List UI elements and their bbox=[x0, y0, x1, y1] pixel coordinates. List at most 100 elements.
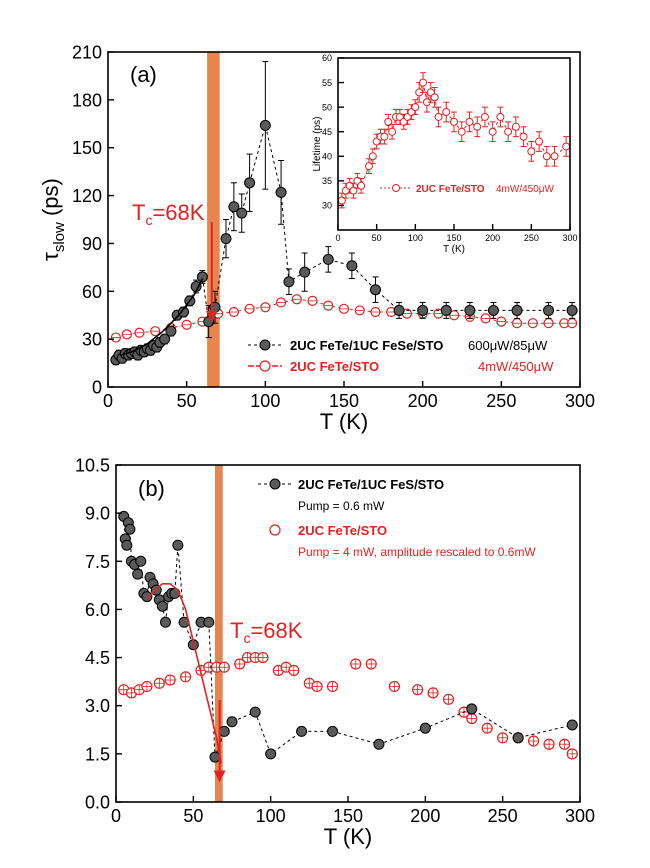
legend-note-b-2: Pump = 4 mW, amplitude rescaled to 0.6mW bbox=[298, 545, 536, 559]
fit-curve-a bbox=[120, 278, 204, 356]
inset-data-point bbox=[550, 152, 559, 161]
a-ytick-label: 150 bbox=[72, 138, 102, 158]
data-point-fete-fes-sto bbox=[512, 732, 524, 744]
data-point-fete-fese-sto bbox=[244, 177, 256, 189]
legend-marker-a-2 bbox=[259, 360, 271, 372]
inset-data-point bbox=[349, 186, 358, 195]
data-point-fete-fes-sto bbox=[419, 722, 431, 734]
plot-frame-b bbox=[115, 464, 581, 803]
inset-data-point bbox=[473, 122, 482, 131]
a-ytick-label: 60 bbox=[82, 282, 102, 302]
tc-annotation-a: Tc=68K bbox=[132, 200, 205, 228]
b-ytick-label: 4.5 bbox=[85, 648, 110, 668]
data-point-fete-fese-sto bbox=[220, 233, 232, 245]
panel-label-b: (b) bbox=[138, 476, 165, 501]
y-axis-label-a-unit: (ps) bbox=[38, 178, 63, 222]
inset-data-point bbox=[457, 127, 466, 136]
a-ytick-label: 90 bbox=[82, 234, 102, 254]
data-point-fete-fes-sto bbox=[327, 725, 339, 737]
data-point-fete-fese-sto bbox=[236, 207, 248, 219]
data-point-fete-fes-sto bbox=[172, 539, 184, 551]
legend-power-a-2: 4mW/450μW bbox=[478, 359, 554, 374]
inset-data-point bbox=[504, 127, 513, 136]
inset-ytick-label: 45 bbox=[322, 127, 332, 137]
legend-label-b-2: 2UC FeTe/STO bbox=[298, 523, 387, 538]
data-point-fete-fese-sto bbox=[259, 119, 271, 131]
inset-data-point bbox=[364, 162, 373, 171]
data-point-fete-fese-sto bbox=[543, 304, 555, 316]
tc-annotation-b: Tc=68K bbox=[230, 618, 303, 646]
inset-ytick-label: 40 bbox=[322, 152, 332, 162]
inset-data-point bbox=[519, 132, 528, 141]
inset-x-axis-label: T (K) bbox=[443, 244, 465, 255]
data-point-fete-fes-sto bbox=[209, 751, 221, 763]
data-point-fete-fese-sto bbox=[165, 325, 177, 337]
inset-data-point bbox=[430, 93, 439, 102]
data-point-fete-fes-sto bbox=[226, 716, 238, 728]
b-xtick-label: 50 bbox=[183, 806, 203, 826]
inset-data-point bbox=[511, 122, 520, 131]
inset-background bbox=[338, 58, 570, 230]
b-xtick-label: 100 bbox=[256, 806, 286, 826]
inset-data-point bbox=[562, 142, 571, 151]
tc-annotation-b-value: =68K bbox=[250, 618, 302, 643]
inset-ytick-label: 50 bbox=[322, 102, 332, 112]
b-ytick-label: 3.0 bbox=[85, 696, 110, 716]
inset-y-axis-label: Lifetime (ps) bbox=[312, 116, 323, 171]
legend-label-a-2: 2UC FeTe/STO bbox=[290, 359, 379, 374]
data-point-fete-fese-sto bbox=[196, 271, 208, 283]
inset-xtick-label: 150 bbox=[446, 233, 461, 243]
data-point-fete-fes-sto bbox=[296, 725, 308, 737]
data-point-fete-fes-sto bbox=[265, 748, 277, 760]
inset-legend-marker bbox=[392, 184, 400, 192]
inset-data-point bbox=[388, 127, 397, 136]
data-point-fete-fes-sto bbox=[156, 600, 168, 612]
inset-legend-label: 2UC FeTe/STO bbox=[416, 184, 485, 195]
inset-data-point bbox=[527, 147, 536, 156]
data-point-fete-fese-sto bbox=[283, 276, 295, 288]
data-point-fete-fes-sto bbox=[132, 568, 144, 580]
data-point-fete-fese-sto bbox=[464, 304, 476, 316]
legend-marker-b-2 bbox=[269, 524, 281, 536]
inset-data-point bbox=[380, 132, 389, 141]
inset-data-point bbox=[488, 127, 497, 136]
tc-annotation-b-sub: c bbox=[243, 630, 250, 646]
legend-label-a-1: 2UC FeTe/1UC FeSe/STO bbox=[290, 338, 443, 353]
b-ytick-label: 1.5 bbox=[85, 744, 110, 764]
b-ytick-label: 0.0 bbox=[85, 792, 110, 812]
a-ytick-label: 120 bbox=[72, 186, 102, 206]
inset-xtick-label: 200 bbox=[485, 233, 500, 243]
a-xtick-label: 0 bbox=[103, 391, 113, 411]
data-point-fete-fes-sto bbox=[566, 719, 578, 731]
data-point-fete-fes-sto bbox=[203, 616, 215, 628]
inset-xtick-label: 300 bbox=[562, 233, 577, 243]
b-xtick-label: 200 bbox=[410, 806, 440, 826]
legend-marker-b-1 bbox=[269, 478, 281, 490]
inset-xtick-label: 100 bbox=[408, 233, 423, 243]
data-point-fete-fese-sto bbox=[566, 304, 578, 316]
inset-data-point bbox=[419, 78, 428, 87]
y-axis-label-a-main: τ bbox=[38, 252, 63, 261]
inset-data-point bbox=[535, 137, 544, 146]
inset-legend-power: 4mW/450μW bbox=[496, 184, 555, 195]
a-xtick-label: 250 bbox=[486, 391, 516, 411]
inset-xtick-label: 50 bbox=[372, 233, 382, 243]
inset-ytick-label: 30 bbox=[322, 201, 332, 211]
b-ytick-label: 9.0 bbox=[85, 504, 110, 524]
data-point-fete-fes-sto bbox=[373, 738, 385, 750]
legend-marker-a-1 bbox=[259, 339, 271, 351]
data-point-fete-fese-sto bbox=[228, 201, 240, 213]
inset-data-point bbox=[357, 181, 366, 190]
data-point-fete-fese-sto bbox=[417, 304, 429, 316]
panel-label-a: (a) bbox=[130, 62, 157, 87]
b-ytick-label: 10.5 bbox=[75, 455, 110, 475]
b-xtick-label: 250 bbox=[488, 806, 518, 826]
data-point-fete-fese-sto bbox=[369, 284, 381, 296]
inset-data-point bbox=[368, 152, 377, 161]
data-point-fete-fese-sto bbox=[440, 304, 452, 316]
data-point-fete-fes-sto bbox=[124, 523, 136, 535]
data-point-fete-fes-sto bbox=[159, 616, 171, 628]
inset-data-point bbox=[434, 112, 443, 121]
